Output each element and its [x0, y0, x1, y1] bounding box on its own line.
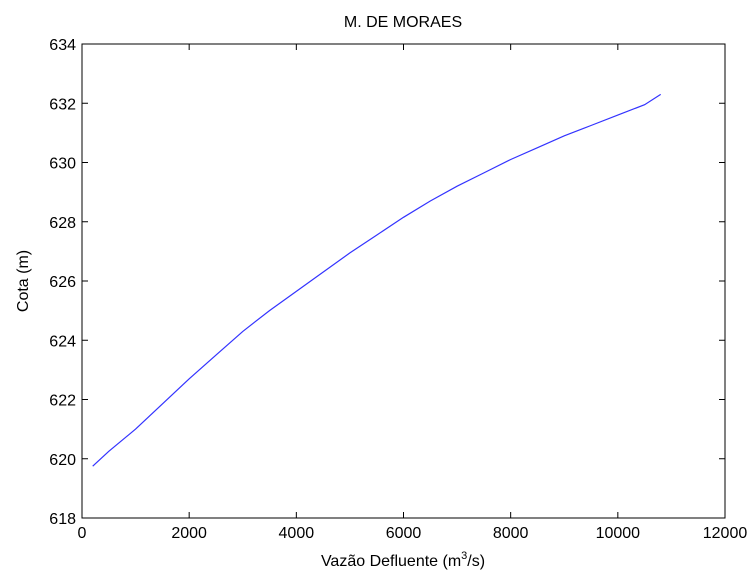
- series-layer: [92, 93, 662, 467]
- y-axis: 618 620 622 624 626 628 630 632 634: [49, 37, 725, 528]
- x-tick-label: 10000: [596, 525, 641, 542]
- y-tick-label: 634: [49, 37, 76, 54]
- x-axis: 0 2000 4000 6000 8000 10000 12000: [78, 44, 748, 542]
- y-tick-label: 618: [49, 511, 76, 528]
- x-tick-label: 2000: [171, 525, 207, 542]
- y-axis-label: Cota (m): [15, 250, 32, 312]
- y-tick-label: 620: [49, 452, 76, 469]
- y-tick-label: 624: [49, 333, 76, 350]
- y-tick-label: 626: [49, 274, 76, 291]
- chart-title: M. DE MORAES: [344, 14, 462, 31]
- x-tick-label: 6000: [386, 525, 422, 542]
- y-tick-label: 622: [49, 393, 76, 410]
- x-axis-label: Vazão Defluente (m3/s): [321, 550, 485, 570]
- y-tick-label: 628: [49, 215, 76, 232]
- y-tick-label: 630: [49, 156, 76, 173]
- x-tick-label: 4000: [279, 525, 315, 542]
- series-line-0: [92, 93, 662, 467]
- y-tick-label: 632: [49, 96, 76, 113]
- x-tick-label: 0: [78, 525, 87, 542]
- x-tick-label: 8000: [493, 525, 529, 542]
- plot-area: [81, 43, 726, 519]
- x-tick-label: 12000: [703, 525, 748, 542]
